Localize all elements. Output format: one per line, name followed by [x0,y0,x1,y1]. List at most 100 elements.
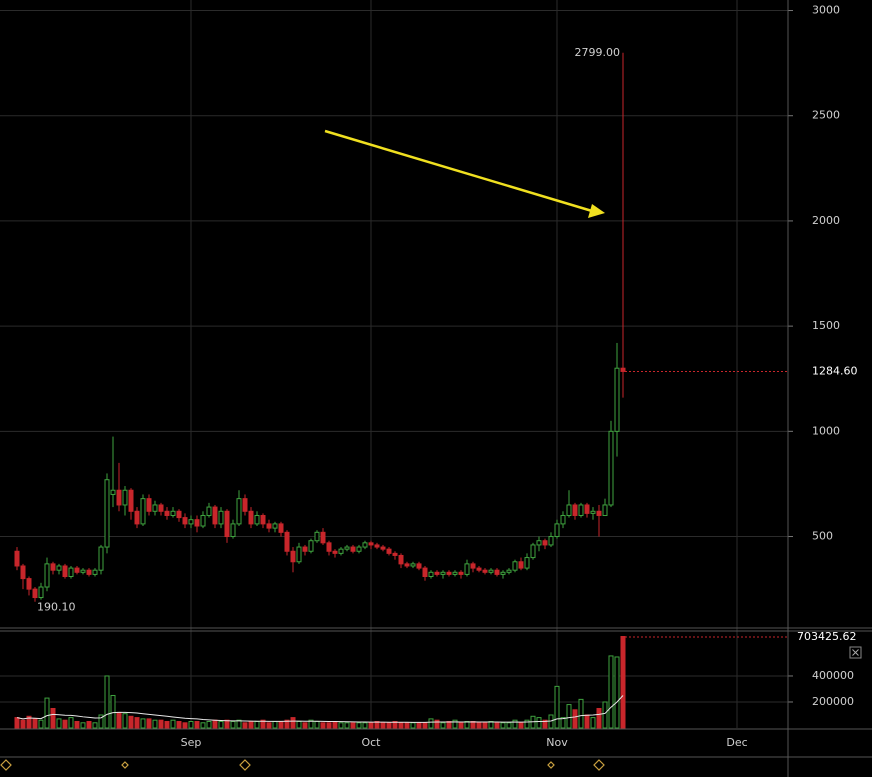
volume-bar [338,722,344,729]
last-volume-label: 703425.62 [797,630,857,643]
candle-body [92,569,98,575]
candle-body [620,367,626,372]
candle-body [584,504,590,514]
volume-bar [620,635,626,729]
high-label: 2799.00 [574,46,620,59]
candle-body [218,510,224,525]
volume-bar [200,722,206,729]
candle-body [554,523,560,538]
volume-bar [38,719,44,729]
volume-bar [254,720,260,729]
candle-body [332,550,338,554]
candle-body [536,540,542,546]
volume-bar [56,718,62,729]
volume-bar [422,722,428,729]
candle-body [470,563,476,569]
volume-bar [386,722,392,729]
volume-bar [440,722,446,729]
candle-body [86,569,92,575]
candle-body [128,489,134,512]
candle-body [356,546,362,552]
candle-body [170,510,176,516]
volume-bar [68,717,74,729]
candle-body [272,523,278,529]
y-tick-label: 3000 [812,4,840,17]
volume-bar [410,722,416,729]
candle-body [506,569,512,573]
volume-bar [470,720,476,729]
volume-bar [560,717,566,729]
volume-bar [110,694,116,729]
close-button[interactable] [849,646,862,659]
candle-body [398,554,404,565]
volume-bar [536,717,542,729]
volume-bar [170,719,176,729]
volume-bar [380,722,386,729]
volume-bar [578,698,584,729]
arrow-head [588,204,605,218]
volume-bar [242,722,248,729]
candle-body [110,489,116,495]
candle-body [56,565,62,571]
volume-bar [374,720,380,729]
volume-bar [212,719,218,729]
candle-body [542,540,548,546]
candle-body [380,546,386,550]
volume-bar [398,722,404,729]
candle-body [146,498,152,512]
candle-body [68,567,74,578]
candle-body [338,548,344,554]
volume-bar [350,722,356,729]
candle-body [260,514,266,525]
candle-body [350,546,356,552]
candle-body [446,571,452,575]
volume-bar [404,722,410,729]
candle-body [404,563,410,567]
candle-body [74,567,80,573]
volume-bar [518,722,524,729]
candle-body [572,504,578,516]
candle-body [314,531,320,542]
volume-bar [164,720,170,729]
candle-body [386,548,392,554]
y-tick-label: 500 [812,530,833,543]
volume-bar [26,715,32,729]
volume-bar [278,720,284,729]
candle-body [500,571,506,575]
candle-body [326,542,332,552]
candle-body [320,531,326,544]
candle-body [524,557,530,569]
volume-bar [512,719,518,729]
candle-body [416,563,422,569]
candle-body [560,514,566,525]
volume-bar [542,719,548,729]
candle-body [242,498,248,512]
volume-bar [218,720,224,729]
event-markers [0,759,605,771]
candle-body [596,510,602,516]
candle-body [452,571,458,575]
volume-bar [14,717,20,729]
candle-body [20,565,26,580]
volume-bar [332,720,338,729]
low-label: 190.10 [37,601,76,614]
volume-bar [188,720,194,729]
volume-bar [572,709,578,729]
y-tick-label: 2500 [812,109,840,122]
volume-bar [446,720,452,729]
y-tick-label: 2000 [812,214,840,227]
candle-body [530,544,536,559]
volume-bar [98,714,104,729]
volume-bar [356,722,362,729]
candle-body [44,563,50,588]
candle-body [482,569,488,573]
annotation-arrow [324,129,593,213]
volume-bar [74,720,80,729]
candle-body [476,567,482,571]
volume-bar [248,720,254,729]
y-tick-label: 1500 [812,319,840,332]
volume-bar [86,720,92,729]
candle-body [434,571,440,575]
candle-body [182,517,188,525]
